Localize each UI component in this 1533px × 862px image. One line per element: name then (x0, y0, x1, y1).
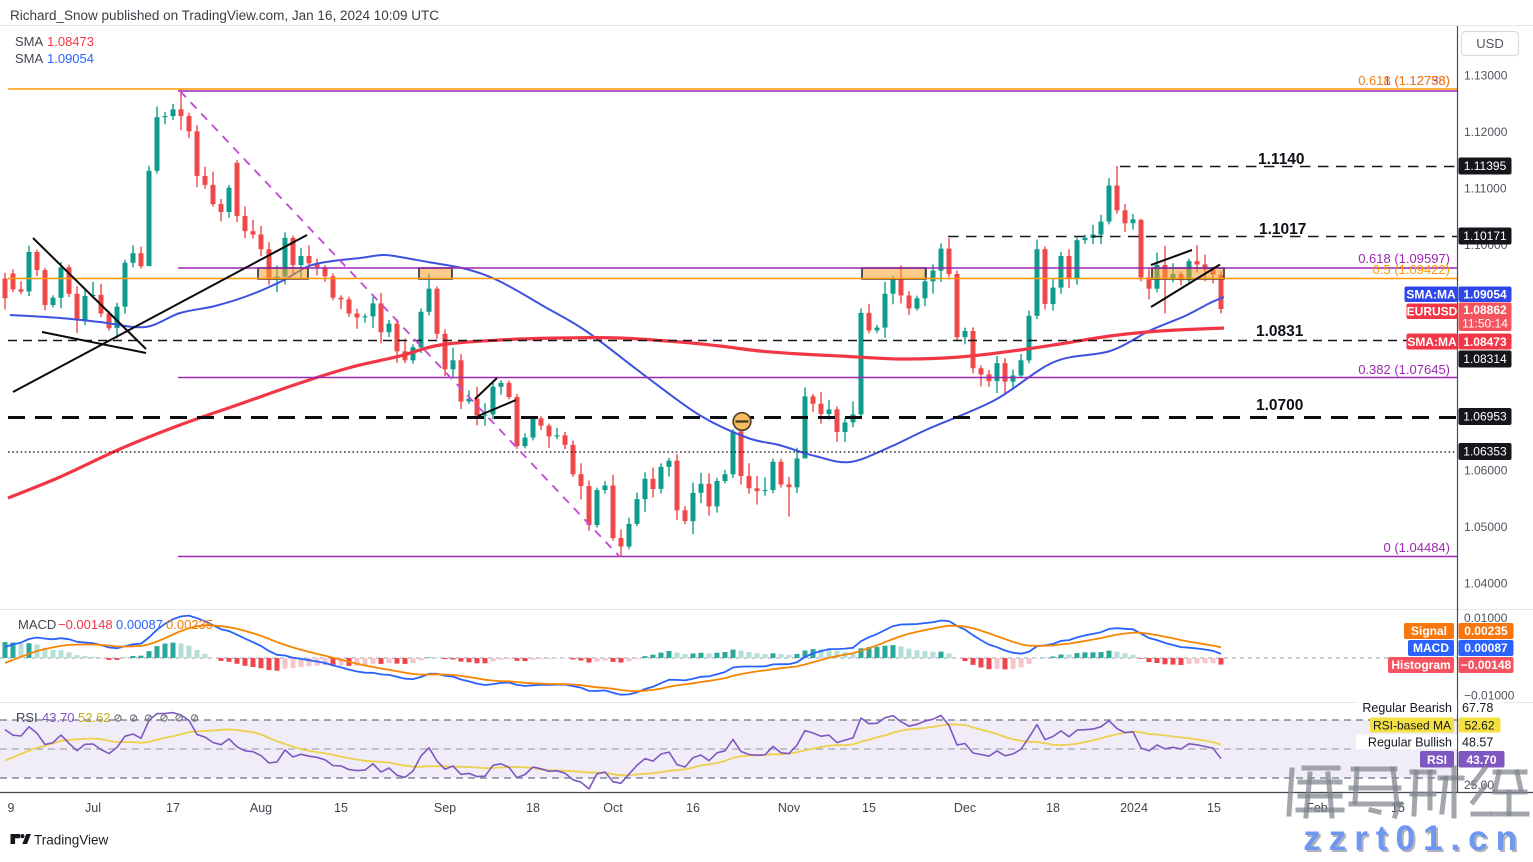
svg-text:SMA:MA: SMA:MA (1407, 335, 1457, 349)
svg-text:15: 15 (334, 801, 348, 815)
svg-text:1.11000: 1.11000 (1464, 182, 1507, 196)
svg-text:18: 18 (526, 801, 540, 815)
svg-text:0.618 (1.12758): 0.618 (1.12758) (1358, 73, 1450, 88)
svg-text:Sep: Sep (434, 801, 456, 815)
svg-text:Regular Bullish: Regular Bullish (1368, 736, 1452, 750)
svg-text:zzrt01.cn: zzrt01.cn (1303, 819, 1525, 857)
svg-text:1.0700: 1.0700 (1256, 397, 1303, 414)
svg-text:1.11395: 1.11395 (1464, 159, 1507, 173)
svg-text:RSI-based MA: RSI-based MA (1373, 719, 1451, 733)
svg-text:−0.00148: −0.00148 (58, 617, 113, 632)
svg-text:0.00235: 0.00235 (166, 617, 213, 632)
svg-text:18: 18 (1046, 801, 1060, 815)
svg-text:1.08314: 1.08314 (1463, 352, 1507, 366)
svg-text:1.08473: 1.08473 (47, 34, 94, 49)
svg-text:0.00235: 0.00235 (1464, 624, 1508, 638)
svg-text:Histogram: Histogram (1391, 658, 1450, 672)
svg-text:48.57: 48.57 (1462, 736, 1493, 750)
svg-text:0.5 (1.09422): 0.5 (1.09422) (1373, 262, 1450, 277)
svg-text:1.0831: 1.0831 (1256, 323, 1304, 340)
svg-text:52.62: 52.62 (1464, 719, 1494, 733)
svg-text:Regular Bearish: Regular Bearish (1362, 701, 1452, 715)
svg-text:MACD: MACD (1413, 641, 1449, 655)
svg-text:1.1017: 1.1017 (1259, 221, 1306, 238)
svg-text:−0.00148: −0.00148 (1461, 658, 1512, 672)
svg-text:RSI: RSI (1427, 753, 1447, 767)
svg-text:17: 17 (166, 801, 180, 815)
svg-text:1.08473: 1.08473 (1463, 335, 1507, 349)
svg-text:1.09054: 1.09054 (47, 51, 94, 66)
svg-text:43.70: 43.70 (42, 710, 75, 725)
svg-text:67.78: 67.78 (1462, 701, 1493, 715)
svg-text:0.382 (1.07645): 0.382 (1.07645) (1358, 362, 1450, 377)
svg-text:0.00087: 0.00087 (1464, 641, 1508, 655)
svg-text:1.09054: 1.09054 (1463, 288, 1507, 302)
svg-text:EURUSD: EURUSD (1407, 305, 1458, 319)
svg-text:SMA:MA: SMA:MA (1406, 288, 1456, 302)
svg-text:MACD: MACD (18, 617, 56, 632)
svg-text:Jul: Jul (85, 801, 101, 815)
svg-text:43.70: 43.70 (1466, 753, 1496, 767)
svg-text:1.08862: 1.08862 (1463, 303, 1507, 317)
svg-text:1.05000: 1.05000 (1464, 520, 1508, 534)
svg-text:Richard_Snow published on Trad: Richard_Snow published on TradingView.co… (10, 8, 439, 23)
svg-text:1.1140: 1.1140 (1258, 151, 1305, 168)
svg-text:1.12000: 1.12000 (1464, 125, 1508, 139)
svg-text:SMA: SMA (15, 34, 44, 49)
svg-text:0.00087: 0.00087 (116, 617, 163, 632)
svg-text:Aug: Aug (250, 801, 272, 815)
svg-text:9: 9 (8, 801, 15, 815)
svg-text:RSI: RSI (16, 710, 38, 725)
svg-text:15: 15 (1207, 801, 1221, 815)
svg-text:52.62: 52.62 (78, 710, 111, 725)
svg-text:TradingView: TradingView (34, 833, 109, 848)
svg-text:1.10171: 1.10171 (1463, 229, 1507, 243)
svg-text:1.04000: 1.04000 (1464, 577, 1508, 591)
svg-text:SMA: SMA (15, 51, 44, 66)
svg-text:Dec: Dec (954, 801, 976, 815)
svg-text:1.06353: 1.06353 (1463, 445, 1507, 459)
svg-text:15: 15 (862, 801, 876, 815)
svg-text:1.13000: 1.13000 (1464, 69, 1508, 83)
svg-text:1.06000: 1.06000 (1464, 464, 1508, 478)
svg-text:0.01000: 0.01000 (1464, 611, 1508, 625)
svg-text:16: 16 (686, 801, 700, 815)
svg-text:Signal: Signal (1411, 624, 1447, 638)
svg-text:Oct: Oct (603, 801, 623, 815)
svg-text:1.06953: 1.06953 (1463, 410, 1507, 424)
svg-text:11:50:14: 11:50:14 (1462, 317, 1508, 331)
svg-text:USD: USD (1476, 36, 1503, 51)
svg-text:Nov: Nov (778, 801, 801, 815)
svg-text:0 (1.04484): 0 (1.04484) (1384, 540, 1451, 555)
svg-text:2024: 2024 (1120, 801, 1148, 815)
